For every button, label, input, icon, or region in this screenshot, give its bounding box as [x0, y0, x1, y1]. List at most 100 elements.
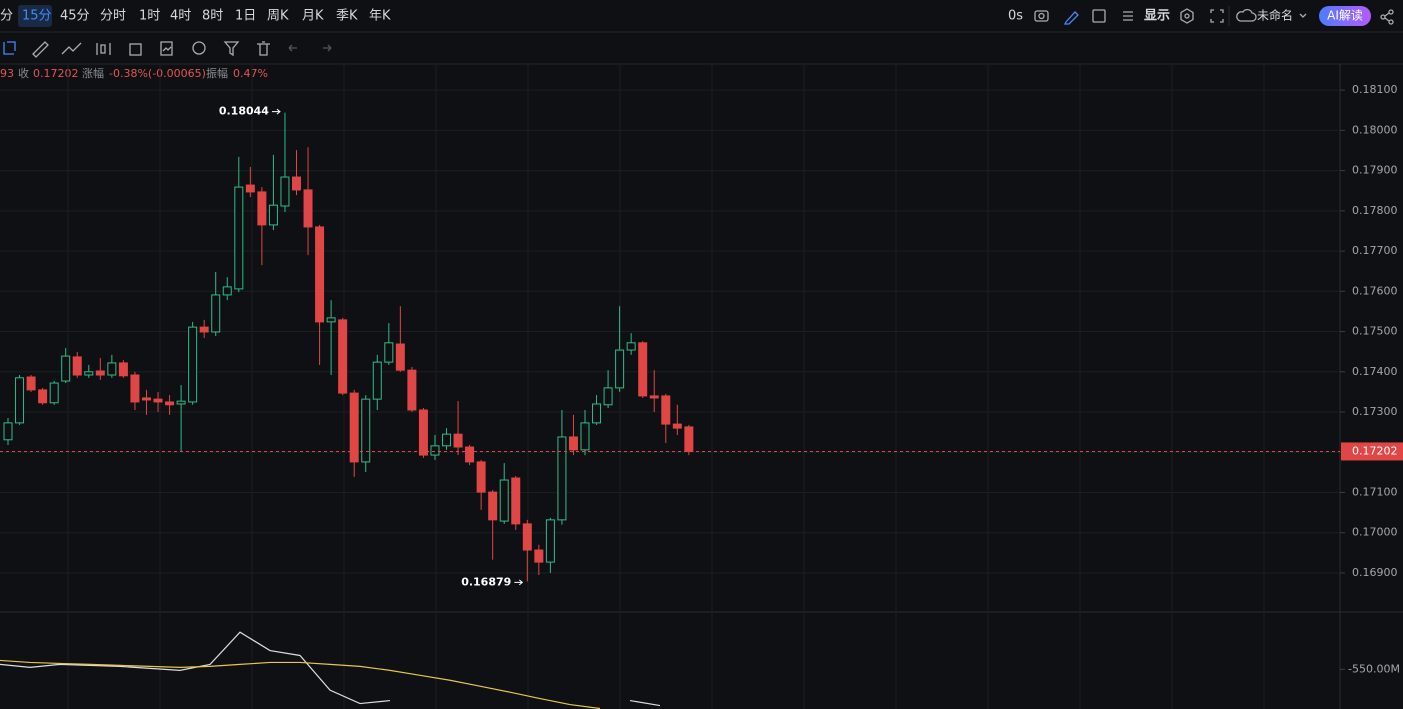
indicator-lines: [0, 631, 661, 709]
candle-body: [234, 186, 244, 290]
candle-body: [338, 319, 348, 394]
candle-body: [488, 491, 498, 521]
y-tick-label: 0.17300: [1352, 405, 1398, 418]
y-tick-label: 0.16900: [1352, 566, 1398, 579]
last-price-label: 0.17202: [1352, 444, 1398, 457]
interval-button[interactable]: 8时: [202, 9, 223, 24]
y-tick-label: 0.17400: [1352, 365, 1398, 378]
y-tick-label: 0.17600: [1352, 284, 1398, 297]
candle-body: [407, 369, 417, 411]
candle-body: [245, 184, 255, 193]
y-tick-label: 0.18000: [1352, 123, 1398, 136]
candle-body: [557, 436, 567, 521]
info-amplitude: 0.47%: [233, 67, 268, 80]
candle-body: [395, 343, 405, 371]
candle-body: [545, 519, 555, 563]
candle-body: [603, 387, 613, 406]
candle-body: [268, 204, 278, 226]
info-label: 涨幅: [82, 67, 104, 80]
candle-body: [568, 436, 578, 451]
interval-button[interactable]: 4时: [170, 9, 191, 24]
candle-body: [442, 433, 452, 447]
info-label: 振幅: [206, 66, 228, 80]
info-close: 0.17202: [33, 67, 79, 80]
candle-body: [130, 374, 140, 403]
candle-body: [672, 423, 682, 429]
candle-body: [38, 389, 48, 404]
candle-body: [453, 433, 463, 448]
candle-body: [430, 445, 440, 456]
candle-body: [418, 409, 428, 456]
candle-body: [384, 342, 394, 363]
y-tick-label: 0.17100: [1352, 485, 1398, 498]
y-tick-label: 0.17800: [1352, 204, 1398, 217]
interval-button[interactable]: 15分: [22, 9, 52, 24]
candle-body: [522, 523, 532, 551]
candle-body: [580, 422, 590, 451]
candle-body: [199, 326, 209, 333]
interval-button[interactable]: 周K: [267, 9, 289, 24]
candle-body: [211, 294, 221, 333]
candle-body: [84, 371, 94, 376]
drawing-tools: [3, 41, 332, 58]
candle-body: [649, 395, 659, 399]
candle-body: [361, 398, 371, 463]
high-label: 0.18044: [219, 105, 269, 118]
interval-button[interactable]: 年K: [369, 9, 391, 24]
candle-body: [72, 356, 82, 376]
active-interval-bg: [18, 5, 52, 27]
candle-body: [141, 397, 151, 401]
display-button[interactable]: 显示: [1144, 9, 1170, 24]
candle-body: [499, 479, 509, 522]
layout-name[interactable]: 未命名: [1257, 8, 1293, 23]
interval-button[interactable]: 月K: [302, 9, 324, 24]
candle-body: [3, 422, 13, 441]
candle-body: [15, 377, 25, 424]
candle-body: [188, 326, 198, 403]
y-tick-label: 0.17000: [1352, 526, 1398, 539]
interval-button[interactable]: 1时: [139, 9, 160, 24]
y-tick-label: -550.00M: [1348, 662, 1400, 675]
candle-body: [95, 370, 105, 376]
delay[interactable]: 0s: [1008, 9, 1023, 24]
label-arrow: [271, 108, 281, 115]
candle-body: [280, 176, 290, 207]
candles: [3, 112, 694, 582]
interval-button[interactable]: 季K: [336, 9, 358, 24]
interval-button[interactable]: 分: [0, 9, 13, 24]
interval-button[interactable]: 1日: [235, 9, 256, 24]
candle-body: [61, 355, 71, 382]
ai-button[interactable]: AI解读: [1327, 9, 1363, 23]
info-change: -0.38%(-0.00065): [109, 67, 206, 80]
y-tick-label: 0.17500: [1352, 325, 1398, 338]
candle-body: [26, 376, 36, 391]
last-price-box: [1341, 442, 1403, 461]
candle-body: [661, 395, 671, 425]
low-label: 0.16879: [461, 575, 511, 588]
candle-body: [349, 392, 359, 463]
candle-body: [615, 349, 625, 389]
candle-body: [626, 342, 636, 351]
candle-body: [222, 286, 232, 296]
candle-body: [165, 401, 175, 406]
candle-body: [465, 446, 475, 463]
label-arrow: [514, 579, 524, 586]
candle-body: [315, 226, 325, 323]
interval-button[interactable]: 45分: [60, 9, 90, 24]
candle-body: [684, 426, 694, 452]
y-tick-label: 0.17700: [1352, 244, 1398, 257]
candle-body: [49, 382, 59, 404]
candle-body: [118, 362, 128, 377]
candle-body: [476, 461, 486, 493]
info-label: 收: [18, 66, 29, 80]
indicator-line: [0, 659, 601, 709]
candle-body: [372, 361, 382, 400]
candle-body: [292, 176, 301, 191]
interval-button[interactable]: 分时: [100, 9, 126, 24]
candle-body: [107, 362, 117, 376]
candle-body: [592, 403, 602, 424]
candle-body: [534, 549, 544, 563]
toolbar-icons: [1034, 6, 1394, 26]
